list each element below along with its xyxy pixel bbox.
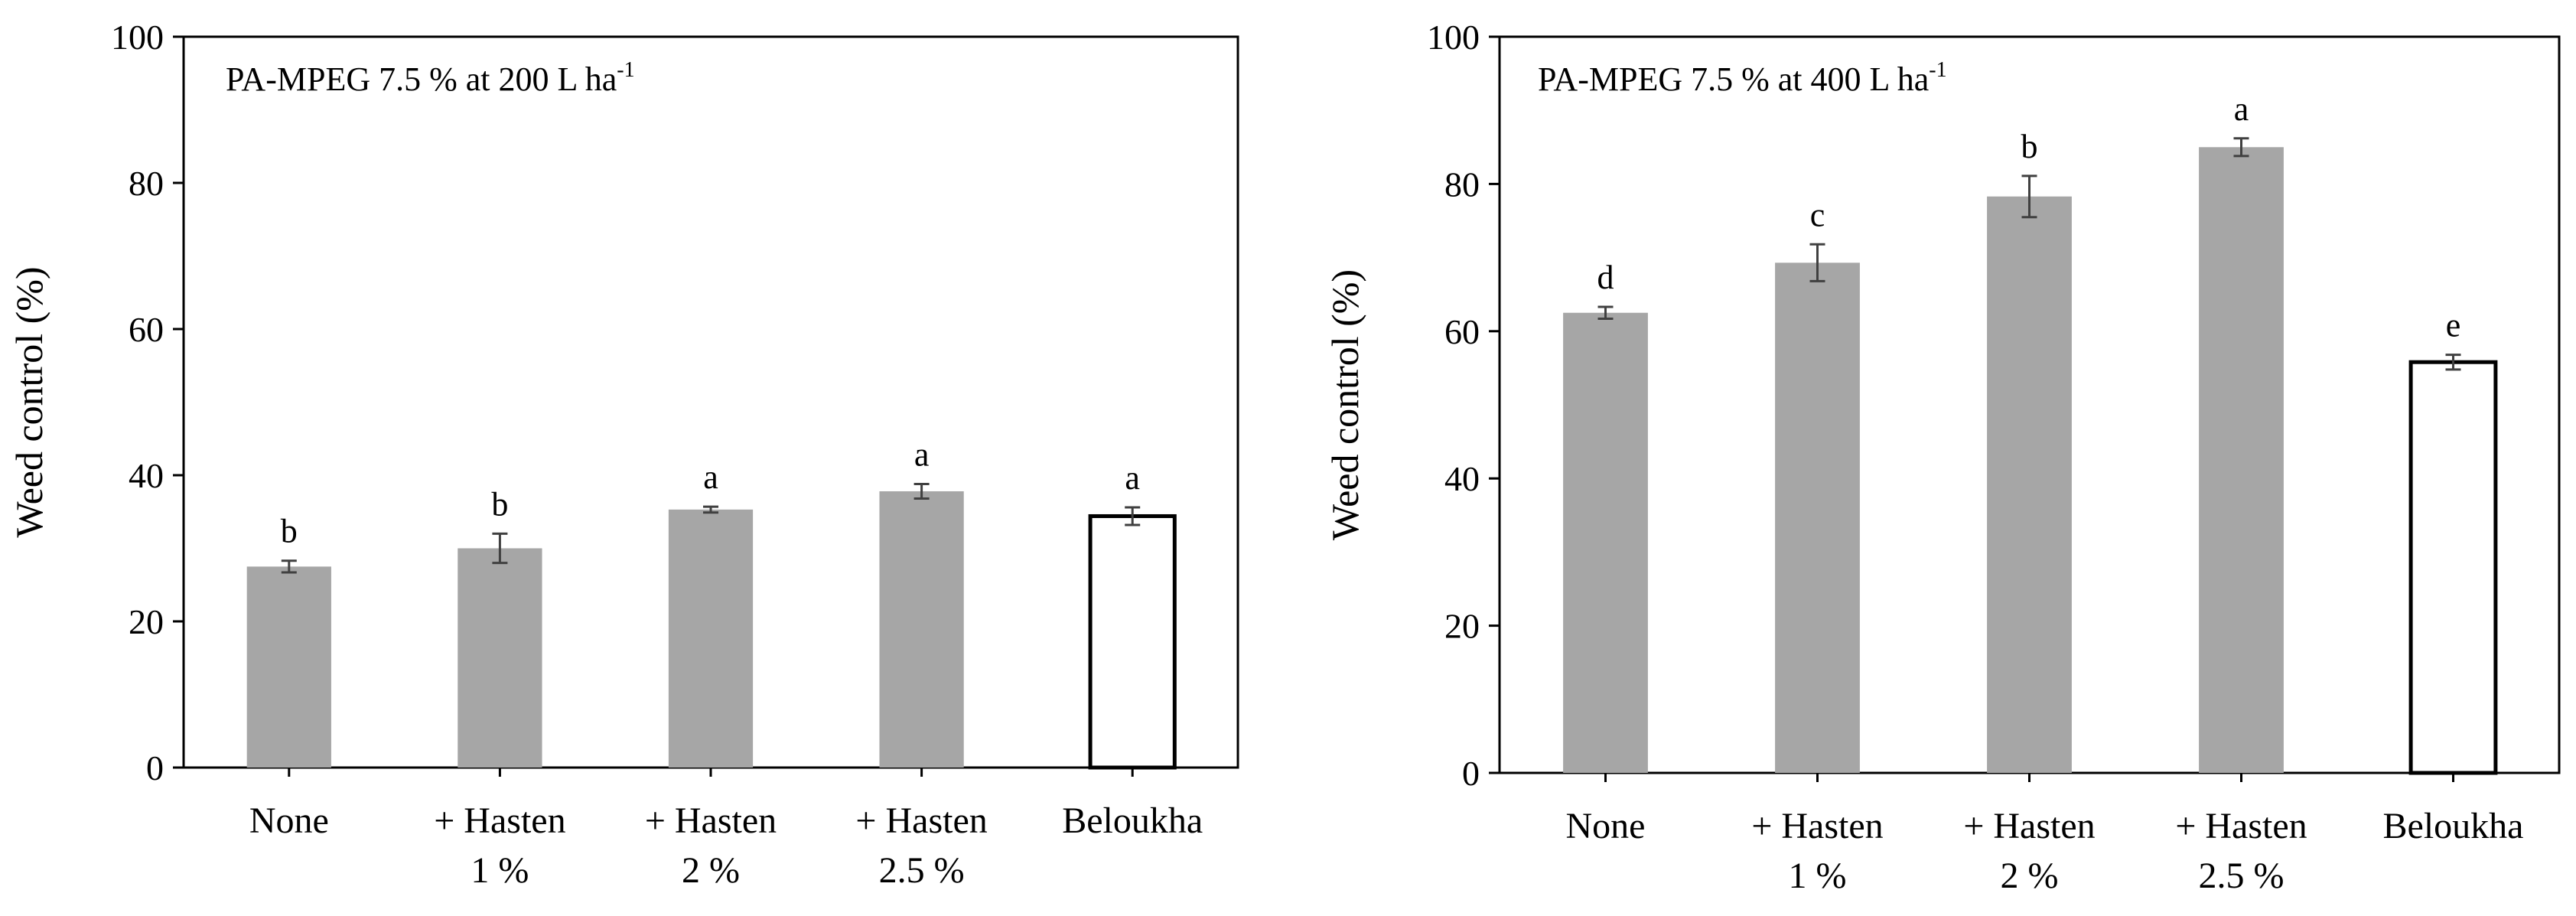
- x-tick-label: + Hasten: [1751, 806, 1883, 846]
- y-tick-label: 20: [1444, 607, 1480, 646]
- x-tick-label: + Hasten: [2175, 806, 2307, 846]
- x-tick-label: + Hasten: [645, 800, 777, 841]
- x-tick-label: + Hasten: [434, 800, 565, 841]
- x-tick-label-line2: 2 %: [2001, 856, 2059, 896]
- y-tick-label: 80: [1444, 165, 1480, 204]
- bar: [2199, 147, 2284, 774]
- significance-letter: e: [2446, 307, 2461, 344]
- significance-letter: a: [703, 458, 718, 496]
- x-tick-label: Beloukha: [1062, 800, 1203, 841]
- chart-title: PA-MPEG 7.5 % at 400 L ha-1: [1538, 58, 1947, 98]
- bar: [1088, 513, 1177, 770]
- bar: [2408, 360, 2498, 775]
- significance-letter: a: [1125, 459, 1140, 497]
- significance-letter: b: [281, 513, 298, 550]
- x-tick-label: Beloukha: [2383, 806, 2524, 846]
- y-tick-label: 80: [129, 164, 164, 203]
- bar: [1563, 312, 1648, 773]
- significance-letter: a: [2234, 90, 2249, 128]
- x-tick-label: + Hasten: [1963, 806, 2095, 846]
- x-tick-label: + Hasten: [855, 800, 987, 841]
- y-tick-label: 60: [129, 310, 164, 349]
- y-tick-label: 40: [1444, 459, 1480, 498]
- bar: [458, 548, 542, 768]
- x-tick-label: None: [1566, 806, 1646, 846]
- bar: [668, 509, 754, 768]
- x-tick-label-line2: 2.5 %: [879, 850, 965, 891]
- x-tick-label-line2: 1 %: [1789, 856, 1847, 896]
- x-tick-label-line2: 2 %: [682, 850, 740, 891]
- bar: [1775, 262, 1860, 774]
- chart-title: PA-MPEG 7.5 % at 200 L ha-1: [226, 58, 635, 98]
- bar: [246, 566, 331, 768]
- y-tick-label: 100: [111, 18, 164, 57]
- y-axis-label: Weed control (%): [1324, 269, 1366, 540]
- x-tick-label-line2: 1 %: [471, 850, 529, 891]
- y-tick-label: 0: [146, 748, 164, 787]
- x-tick-label-line2: 2.5 %: [2199, 856, 2285, 896]
- bar: [1987, 196, 2072, 773]
- y-tick-label: 100: [1427, 18, 1480, 57]
- significance-letter: c: [1810, 196, 1825, 233]
- y-tick-label: 40: [129, 456, 164, 495]
- chart-panel-1: 0 20 40 60 80 100 Weed control (%) PA-MPEG 7.5 …: [8, 18, 1239, 891]
- chart-panel-2: 0 20 40 60 80 100 Weed control (%) PA-MPEG 7.5 …: [1324, 18, 2561, 896]
- significance-letter: b: [491, 485, 508, 523]
- significance-letter: d: [1597, 259, 1614, 296]
- y-tick-label: 60: [1444, 312, 1480, 351]
- x-tick-label: None: [249, 800, 329, 841]
- y-axis-label: Weed control (%): [8, 266, 50, 537]
- significance-letter: a: [914, 435, 930, 473]
- y-tick-label: 0: [1462, 754, 1480, 793]
- bar: [879, 491, 964, 768]
- y-tick-label: 20: [129, 602, 164, 641]
- significance-letter: b: [2021, 128, 2038, 165]
